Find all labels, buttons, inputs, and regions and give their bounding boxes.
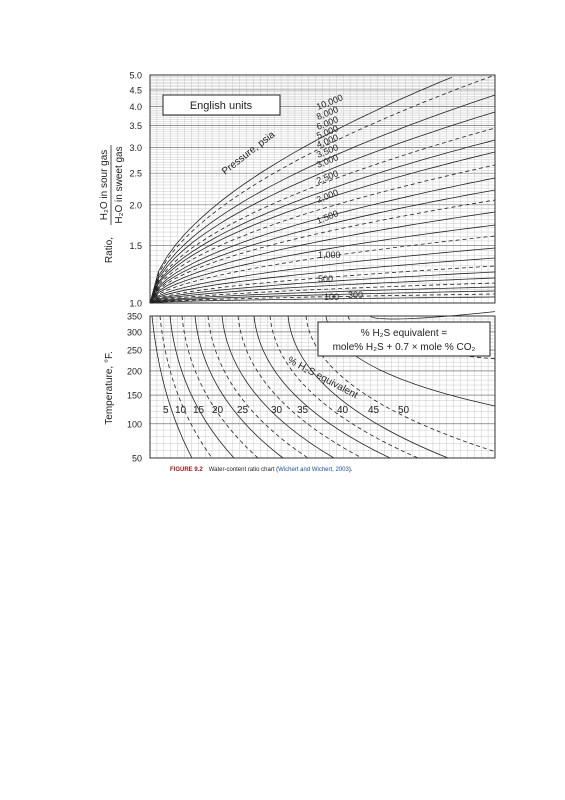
pressure-curve	[149, 277, 496, 304]
h2s-label: 5	[163, 405, 169, 416]
pressure-curve	[149, 235, 496, 304]
h2s-label: 50	[398, 405, 410, 416]
pressure-curve	[149, 296, 496, 304]
pressure-curve	[149, 164, 496, 304]
caption-part: Water-content ratio chart (	[209, 467, 278, 473]
pressure-curve	[149, 265, 496, 304]
pressure-curve	[149, 257, 496, 304]
pressure-curve	[149, 293, 496, 304]
caption-part: Wichert and Wichert, 2003	[278, 467, 349, 473]
y-tick-label: 200	[127, 366, 142, 376]
pressure-curve	[149, 199, 496, 304]
curve-title: Pressure, psia	[220, 129, 277, 177]
y-tick-label: 3.5	[129, 121, 142, 131]
pressure-label: 100	[324, 292, 339, 302]
pressure-curve	[149, 271, 496, 304]
pressure-curve	[149, 127, 496, 304]
h2s-curve	[221, 315, 335, 459]
pressure-curve	[149, 139, 496, 304]
h2s-curve	[207, 315, 309, 459]
y-tick-label: 5.0	[129, 71, 142, 81]
legend-text: English units	[190, 100, 253, 112]
h2s-curve	[305, 315, 496, 452]
y-tick-label: 1.5	[129, 241, 142, 251]
pressure-curve	[149, 211, 496, 304]
y-tick-label: 4.0	[129, 102, 142, 112]
h2s-label: 15	[193, 405, 205, 416]
figure: 1.0 1.5 2.0 2.5 3.0 3.5 4.0 4.5 5.0 50 100 150 200 25…	[99, 71, 496, 473]
h2s-curve	[159, 315, 213, 459]
h2s-curve	[269, 315, 419, 459]
pressure-curve	[149, 76, 453, 304]
note-line: % H₂S equivalent =	[361, 328, 448, 339]
y-tick-label: 3.0	[129, 143, 142, 153]
pressure-curve	[149, 177, 496, 304]
y-tick-label: 100	[127, 419, 142, 429]
caption-part: FIGURE 9.2	[170, 467, 203, 473]
h2s-label: 20	[212, 405, 224, 416]
pressure-label: 2,500	[315, 168, 340, 186]
y-label: H₂O in sweet gas	[114, 146, 125, 223]
pressure-curve	[149, 224, 496, 304]
pressure-label: 500	[318, 274, 333, 284]
pressure-label: 300	[348, 290, 363, 300]
caption-part: ).	[349, 467, 353, 473]
pressure-curve	[149, 290, 496, 304]
panel-frame	[149, 315, 496, 459]
y-tick-label: 50	[132, 454, 142, 464]
pressure-curve	[149, 247, 496, 304]
h2s-curve	[287, 315, 449, 459]
y-tick-label: 150	[127, 391, 142, 401]
y-tick-label: 250	[127, 346, 142, 356]
y-label: H₂O in sour gas	[99, 150, 110, 221]
y-label-group: Ratio, H₂O in sour gas H₂O in sweet gas	[99, 145, 125, 263]
h2s-label: 25	[237, 405, 249, 416]
pressure-curve	[149, 282, 496, 304]
note-line: mole% H₂S + 0.7 × mole % CO₂	[333, 342, 476, 353]
pressure-curve	[149, 189, 496, 304]
caption: FIGURE 9.2 Water-content ratio chart (Wic…	[170, 467, 353, 473]
pressure-curve	[149, 286, 496, 304]
y-label: Ratio,	[104, 237, 115, 263]
h2s-curve	[194, 315, 284, 459]
h2s-label: 40	[337, 405, 349, 416]
note-box	[317, 321, 491, 357]
y-tick-label: 2.5	[129, 169, 142, 179]
h2s-curve	[237, 315, 363, 459]
h2s-curve	[181, 315, 259, 459]
pressure-curve	[149, 111, 496, 304]
y-tick-label: 300	[127, 327, 142, 337]
h2s-label: 30	[271, 405, 283, 416]
pressure-curve	[149, 151, 496, 304]
h2s-curve	[169, 315, 235, 459]
h2s-label: 35	[297, 405, 309, 416]
h2s-label: 45	[368, 405, 380, 416]
legend-box	[162, 94, 281, 116]
pressure-label: 1,500	[315, 208, 340, 226]
y-tick-label: 1.0	[129, 299, 142, 309]
y-tick-label: 4.5	[129, 85, 142, 95]
panel-frame	[149, 74, 496, 304]
y-tick-label: 2.0	[129, 200, 142, 210]
pressure-curve	[149, 94, 496, 304]
h2s-curve	[253, 315, 391, 459]
pressure-curve	[149, 74, 496, 304]
h2s-curve	[369, 311, 496, 320]
y-tick-label: 350	[127, 312, 142, 322]
y-label: Temperature, °F.	[104, 351, 115, 424]
h2s-label: 10	[175, 405, 187, 416]
h2s-curve	[151, 315, 193, 459]
pressure-label: 2,000	[315, 187, 340, 205]
pressure-label: 1,000	[318, 250, 341, 260]
